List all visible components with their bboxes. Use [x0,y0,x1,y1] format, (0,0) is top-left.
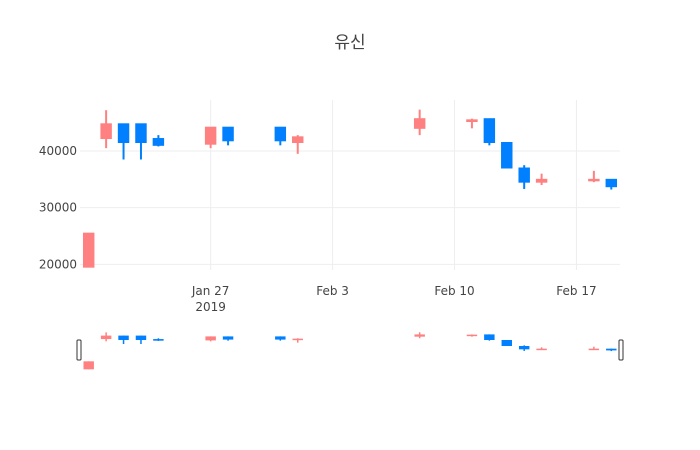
slider-candle-body [466,334,478,337]
candle-body [135,123,147,144]
range-slider-right-handle[interactable] [618,339,624,361]
slider-candle-body [536,348,547,351]
candle-increasing [588,170,600,183]
candle-decreasing [117,123,130,160]
slider-candle-body [275,336,286,340]
slider-candle [222,336,234,341]
slider-candle-body [118,335,129,340]
candle-increasing [535,173,548,185]
slider-candle-body [222,336,234,340]
candle-body [501,142,513,169]
slider-candle [83,361,94,370]
candle-body [588,178,600,182]
chart-title: 유신 [334,33,365,53]
candle-decreasing [483,118,496,146]
slider-candle-body [588,348,600,351]
range-slider-left-handle[interactable] [76,339,82,361]
candle-body [204,126,217,145]
slider-candle [501,340,512,346]
candle-increasing [82,232,95,268]
slider-candle [466,334,478,337]
slider-candle [118,335,129,344]
candle-decreasing [501,142,513,169]
candle-decreasing [152,135,165,147]
slider-candle [292,338,303,343]
candle-body [466,119,478,123]
candle-increasing [466,118,478,129]
slider-candle [153,338,164,341]
candle-body [222,126,234,142]
x-tick-label: Feb 17 [556,284,596,298]
candle-body [100,123,112,140]
slider-candle [275,336,286,341]
slider-candle [606,348,617,352]
slider-candle-body [205,336,216,341]
candle-body [518,167,530,183]
slider-candle [518,345,530,351]
x-tick-label: Feb 10 [434,284,474,298]
candle-body [535,178,548,183]
candle-body [117,123,130,144]
slider-candle-body [292,338,303,341]
slider-candle-body [135,335,147,340]
grid-lines [80,100,620,270]
x-tick-label: Feb 3 [316,284,349,298]
slider-candle [205,336,216,342]
candle-decreasing [274,126,287,146]
candle-increasing [100,110,112,149]
candle-decreasing [222,126,234,146]
candle-increasing [413,109,426,136]
candle-body [413,118,426,129]
slider-candle-body [484,334,495,340]
candle-body [292,136,304,143]
candle-increasing [292,135,304,154]
slider-candle [588,346,600,351]
slider-candle [536,347,547,351]
y-tick-label: 20000 [39,257,77,271]
candle-decreasing [135,123,147,160]
slider-candle [135,335,147,344]
candle-body [82,232,95,268]
y-tick-label: 40000 [39,144,77,158]
candle-decreasing [605,178,618,190]
slider-candle-body [518,346,530,350]
y-tick-label: 30000 [39,201,77,215]
candle-body [605,178,618,188]
candle-body [483,118,496,143]
y-axis-tick-labels: 20000 30000 40000 [39,144,77,271]
candles [82,109,618,268]
candle-decreasing [518,165,530,189]
slider-candle-body [83,361,94,370]
x-tick-label: Jan 27 [191,284,230,298]
slider-candle [100,332,112,342]
range-slider[interactable] [76,332,624,370]
x-tick-sublabel: 2019 [195,300,226,314]
slider-candle-body [501,340,512,346]
slider-candle-body [100,335,112,340]
candle-increasing [204,126,217,149]
candle-body [152,138,165,146]
x-axis-tick-labels: Jan 27 2019 Feb 3 Feb 10 Feb 17 [191,284,597,314]
slider-candle [484,334,495,341]
slider-candle-body [414,334,425,337]
candle-body [274,126,287,142]
slider-candle-body [606,348,617,351]
slider-candle [414,332,425,339]
slider-candle-body [153,339,164,341]
